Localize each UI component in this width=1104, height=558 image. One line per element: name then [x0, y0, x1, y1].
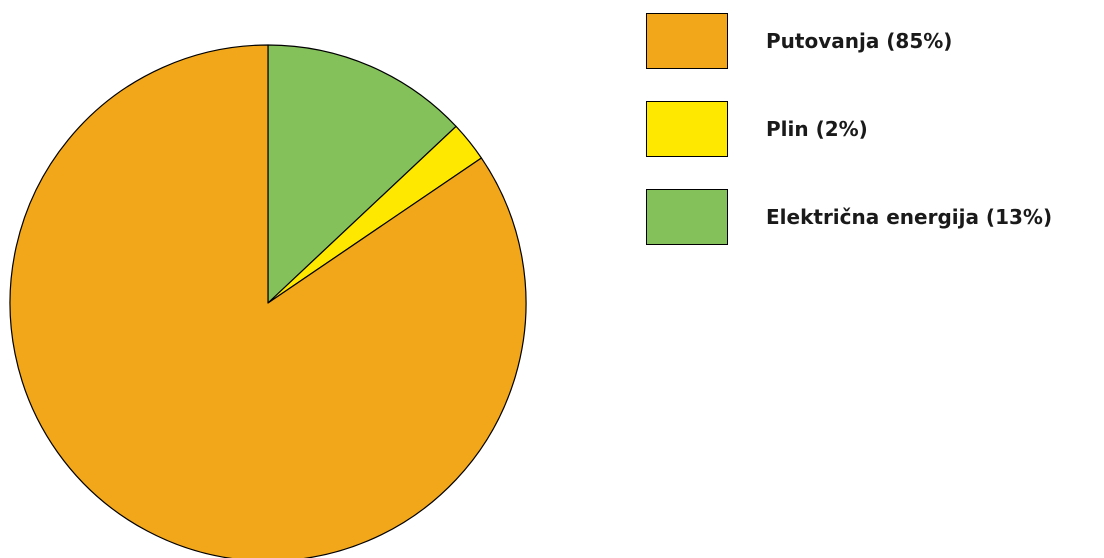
pie-slice-putovanja — [9, 44, 527, 558]
legend-swatch-plin — [646, 101, 728, 157]
legend-label-plin: Plin (2%) — [766, 117, 868, 141]
legend: Putovanja (85%) Plin (2%) Električna ene… — [646, 12, 1052, 276]
legend-item-putovanja: Putovanja (85%) — [646, 12, 1052, 70]
legend-label-putovanja: Putovanja (85%) — [766, 29, 953, 53]
legend-swatch-putovanja — [646, 13, 728, 69]
legend-label-elektricna-energija: Električna energija (13%) — [766, 205, 1053, 229]
legend-swatch-elektricna-energija — [646, 189, 728, 245]
pie-chart — [9, 44, 527, 558]
legend-item-elektricna-energija: Električna energija (13%) — [646, 188, 1052, 246]
legend-item-plin: Plin (2%) — [646, 100, 1052, 158]
pie-slice-elektricna-energija — [267, 44, 457, 304]
